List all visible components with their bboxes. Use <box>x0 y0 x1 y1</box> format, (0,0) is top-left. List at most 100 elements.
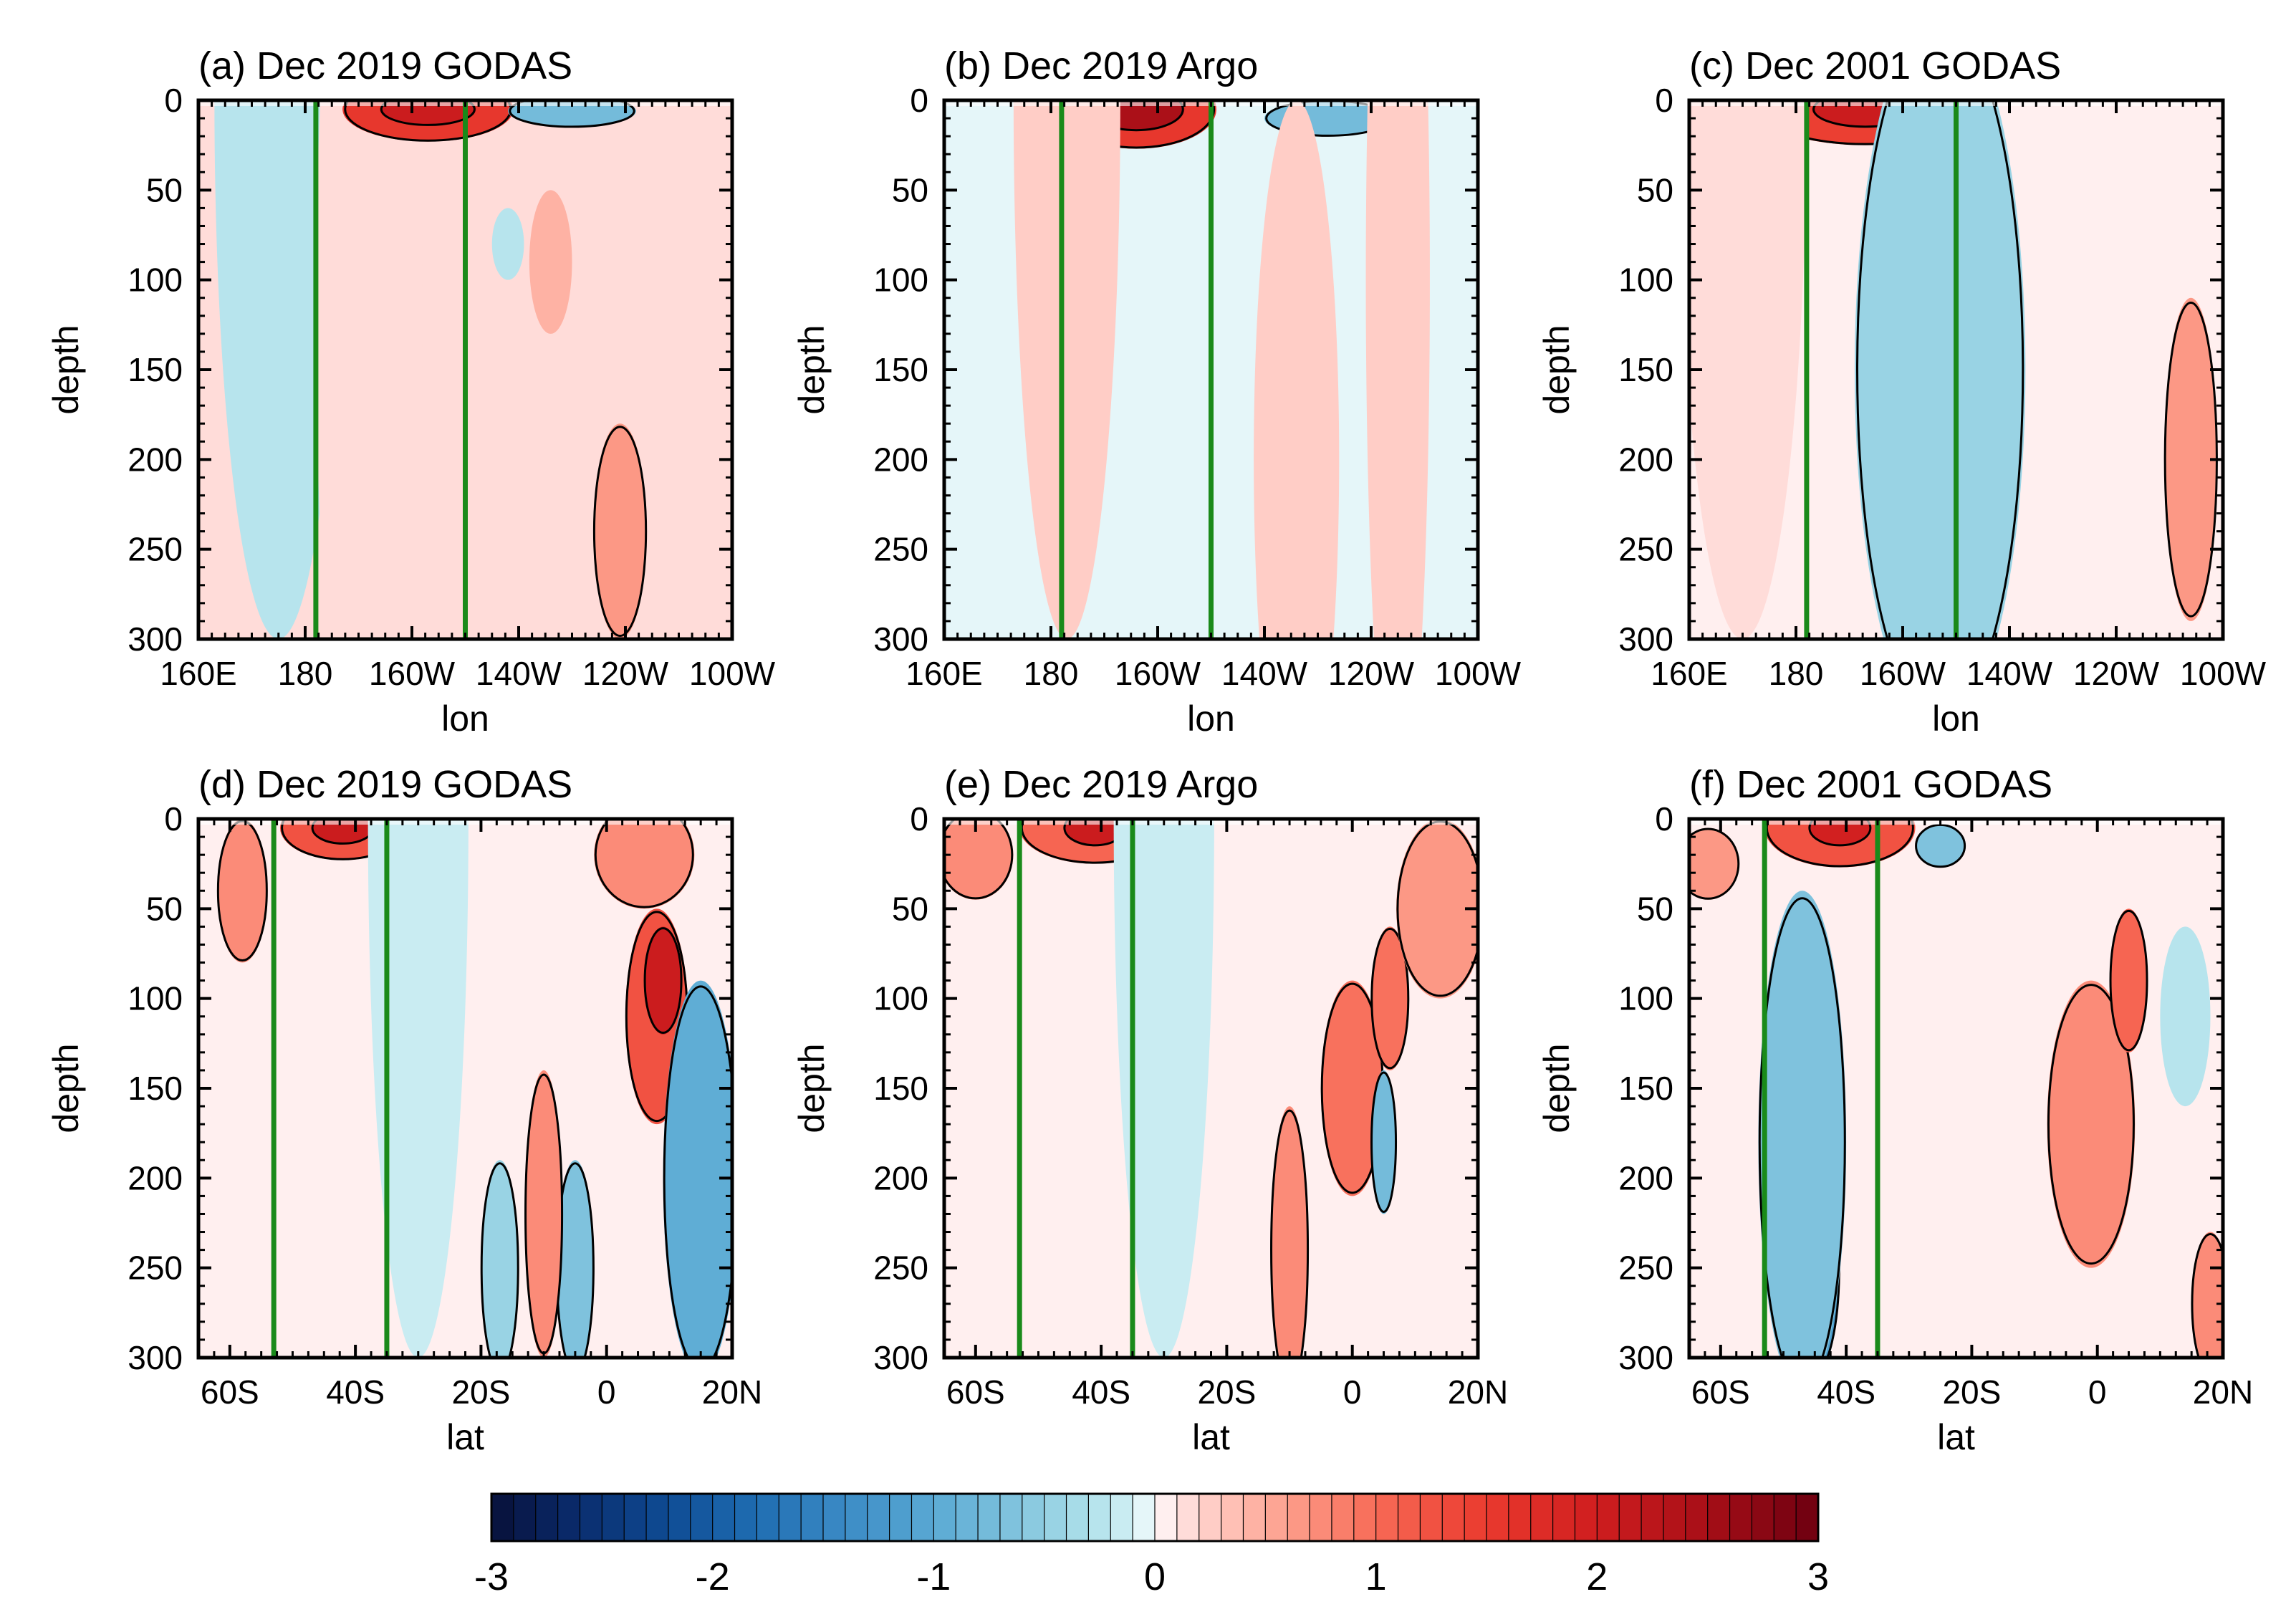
panel-e: 0 50 100 150 200 250 300 60S 40S 20S 0 20N (e) Dec 2… <box>792 763 1508 1457</box>
panel-title: (d) Dec 2019 GODAS <box>198 763 572 806</box>
anomaly-patch <box>508 100 636 128</box>
y-tick-label: 50 <box>146 171 183 208</box>
colorbar-bin <box>1242 1493 1267 1542</box>
colorbar-bin <box>778 1493 802 1542</box>
anomaly-patch <box>217 819 268 963</box>
y-tick-label: 50 <box>146 890 183 927</box>
x-axis-label: lon <box>441 699 489 739</box>
panel-title: (f) Dec 2001 GODAS <box>1689 763 2052 806</box>
anomaly-field <box>1689 100 2223 639</box>
y-tick-label: 0 <box>910 82 928 119</box>
anomaly-patch <box>1113 819 1214 1358</box>
anomaly-field <box>198 819 732 1358</box>
y-tick-label: 100 <box>1618 262 1673 299</box>
colorbar-bin <box>1486 1493 1509 1542</box>
anomaly-patch <box>368 819 469 1358</box>
colorbar-tick-label: -3 <box>474 1555 509 1598</box>
y-tick-label: 150 <box>1618 1070 1673 1107</box>
contour-line <box>2191 1233 2223 1358</box>
colorbar-bin <box>668 1493 691 1542</box>
colorbar-bin <box>1552 1493 1576 1542</box>
anomaly-patch <box>1689 100 1807 639</box>
colorbar-bin <box>535 1493 559 1542</box>
x-tick-label: 180 <box>1769 655 1824 692</box>
colorbar-bin <box>1287 1493 1311 1542</box>
colorbar-bin <box>1729 1493 1753 1542</box>
colorbar-bin <box>1022 1493 1045 1542</box>
anomaly-patch <box>311 819 375 845</box>
y-axis-label: depth <box>46 325 86 414</box>
colorbar-bin <box>1044 1493 1067 1542</box>
y-tick-label: 0 <box>164 82 183 119</box>
colorbar-bin <box>822 1493 846 1542</box>
contour-line <box>1689 827 1740 900</box>
y-tick-label: 200 <box>128 1159 183 1196</box>
colorbar-bin <box>491 1493 514 1542</box>
x-axis-label: lat <box>446 1417 484 1457</box>
panel-title: (e) Dec 2019 Argo <box>944 763 1258 806</box>
anomaly-patch <box>1320 980 1384 1196</box>
colorbar-bin <box>867 1493 890 1542</box>
x-axis-label: lat <box>1192 1417 1230 1457</box>
y-axis-label: depth <box>792 325 832 414</box>
anomaly-patch <box>1396 819 1478 999</box>
anomaly-patch <box>529 190 572 334</box>
colorbar-bin <box>1441 1493 1466 1542</box>
y-tick-label: 50 <box>892 171 928 208</box>
colorbar-bin <box>1397 1493 1421 1542</box>
y-tick-label: 150 <box>873 351 928 388</box>
x-tick-label: 120W <box>582 655 669 692</box>
panel-title: (a) Dec 2019 GODAS <box>198 44 572 87</box>
y-tick-label: 0 <box>910 800 928 838</box>
x-tick-label: 180 <box>1024 655 1079 692</box>
colorbar-bin <box>712 1493 736 1542</box>
colorbar-bin <box>1419 1493 1444 1542</box>
anomaly-field <box>1689 819 2223 1358</box>
x-tick-label: 20N <box>2193 1373 2253 1411</box>
x-tick-label: 20N <box>1448 1373 1508 1411</box>
x-tick-label: 40S <box>326 1373 385 1411</box>
contour-line <box>1370 1071 1398 1213</box>
colorbar-bin <box>1663 1493 1686 1542</box>
y-tick-label: 200 <box>873 1159 928 1196</box>
contour-line <box>509 100 635 128</box>
colorbar-bin <box>955 1493 979 1542</box>
colorbar-bin <box>800 1493 825 1542</box>
x-tick-label: 20S <box>1197 1373 1256 1411</box>
colorbar-bin <box>1154 1493 1178 1542</box>
colorbar-bin <box>513 1493 537 1542</box>
anomaly-patch <box>663 980 732 1358</box>
y-tick-label: 100 <box>1618 980 1673 1017</box>
x-tick-label: 140W <box>1966 655 2053 692</box>
y-tick-label: 250 <box>873 1249 928 1287</box>
y-tick-label: 250 <box>1618 1249 1673 1287</box>
contour-line <box>1270 1109 1310 1358</box>
x-tick-label: 160E <box>160 655 236 692</box>
x-tick-label: 140W <box>476 655 562 692</box>
y-tick-label: 300 <box>128 620 183 658</box>
colorbar-bin <box>557 1493 581 1542</box>
anomaly-field <box>944 819 1478 1358</box>
colorbar-bin <box>690 1493 714 1542</box>
anomaly-patch <box>1758 891 1847 1358</box>
colorbar-bin <box>977 1493 1002 1542</box>
contour-line <box>592 426 648 637</box>
anomaly-patch <box>1063 819 1127 846</box>
x-tick-label: 100W <box>1435 655 1522 692</box>
y-axis-label: depth <box>1537 1043 1577 1133</box>
contour-line <box>663 985 732 1358</box>
anomaly-patch <box>2160 926 2211 1107</box>
anomaly-patch <box>2191 1232 2223 1358</box>
colorbar-bin <box>1353 1493 1377 1542</box>
colorbar-bin <box>1707 1493 1731 1542</box>
anomaly-patch <box>2110 908 2148 1052</box>
colorbar-tick-label: -1 <box>916 1555 951 1598</box>
anomaly-patch <box>1365 100 1430 639</box>
y-tick-label: 50 <box>892 890 928 927</box>
y-axis-label: depth <box>1537 325 1577 414</box>
colorbar-bin <box>645 1493 670 1542</box>
anomaly-patch <box>524 1070 563 1358</box>
